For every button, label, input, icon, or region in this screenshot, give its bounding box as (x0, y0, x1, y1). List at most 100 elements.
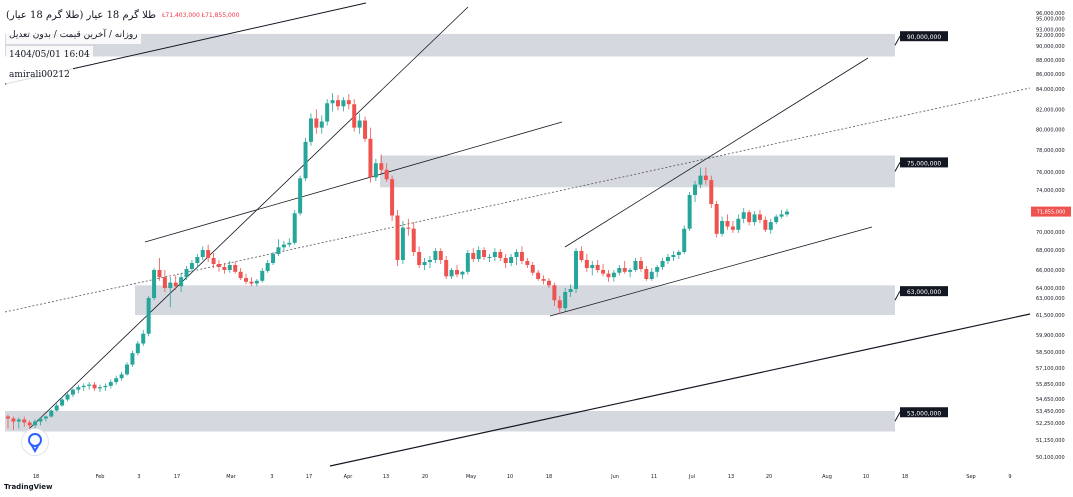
candlestick-series (6, 93, 789, 430)
candle (292, 210, 297, 245)
candle (617, 265, 622, 276)
candle (352, 99, 357, 132)
tradingview-logo: TradingView (4, 483, 53, 491)
candle-body (482, 250, 487, 257)
candle (189, 260, 194, 272)
candle (720, 216, 725, 237)
candle-body (617, 268, 622, 273)
candle (249, 277, 254, 287)
candle (135, 341, 140, 356)
candle-body (16, 419, 21, 422)
candle-body (730, 226, 735, 230)
zone-label-pointer (894, 35, 901, 46)
chart-legend: طلا گرم 18 عیار (طلا گرم 18 عیار) Ł71,40… (6, 8, 239, 84)
trendline (329, 313, 1031, 467)
y-tick-label: 76,000,000 (1036, 170, 1065, 176)
candle-body (206, 250, 211, 258)
candle (130, 350, 135, 367)
candle-body (671, 255, 676, 257)
candle-body (709, 180, 714, 204)
candle-body (341, 100, 346, 107)
candle-body (476, 250, 481, 259)
candle-body (271, 254, 276, 263)
zone-label-box (900, 31, 948, 42)
candle-body (238, 271, 243, 279)
candle-body (43, 416, 48, 419)
candle-body (655, 267, 660, 272)
candle-body (557, 300, 562, 309)
x-tick-label: 18 (33, 474, 39, 480)
candle (141, 330, 146, 346)
candle (427, 256, 432, 268)
candle-body (92, 384, 97, 389)
candle-body (114, 378, 119, 383)
candle (476, 246, 481, 262)
candle (244, 273, 249, 285)
candle-body (65, 394, 70, 400)
candle-body (76, 387, 81, 390)
candle-body (233, 265, 238, 272)
candle-body (774, 216, 779, 223)
candle (682, 225, 687, 254)
candle (730, 221, 735, 233)
candle-body (254, 280, 259, 284)
x-tick-label: 20 (766, 474, 772, 480)
brand-text: TradingView (4, 483, 53, 491)
candle-body (411, 228, 416, 252)
candle-body (189, 263, 194, 269)
candle-body (265, 263, 270, 271)
candle-body (130, 353, 135, 365)
trendline (564, 57, 869, 248)
candle (125, 362, 130, 376)
x-tick-label: Mar (226, 474, 236, 480)
candle (384, 163, 389, 182)
candle (70, 388, 75, 398)
candle (601, 264, 606, 277)
candle (444, 256, 449, 279)
candle (525, 258, 530, 268)
x-tick-label: 20 (422, 474, 428, 480)
candle (655, 265, 660, 278)
candle-body (368, 138, 373, 178)
candle-body (390, 179, 395, 216)
x-tick-label: 18 (546, 474, 552, 480)
candle-body (319, 121, 324, 128)
candle-body (276, 247, 281, 254)
candle-body (400, 227, 405, 260)
y-tick-label: 92,000,000 (1036, 33, 1065, 39)
candle-body (427, 260, 432, 262)
y-tick-label: 53,450,000 (1036, 409, 1065, 415)
candle (552, 282, 557, 306)
y-tick-label: 58,500,000 (1036, 350, 1065, 356)
candle (611, 270, 616, 282)
candle (628, 268, 633, 278)
candle-body (736, 218, 741, 230)
candle (741, 208, 746, 224)
candle-body (471, 253, 476, 259)
y-tick-label: 55,850,000 (1036, 382, 1065, 388)
candle-body (536, 272, 541, 279)
location-pin-icon[interactable] (21, 428, 49, 456)
candle (60, 397, 65, 407)
candle (665, 254, 670, 264)
candle-body (125, 364, 130, 375)
candle (254, 279, 259, 287)
candle-body (6, 416, 10, 419)
candle-body (184, 269, 189, 278)
zone-label-box (900, 157, 948, 168)
candle-body (628, 270, 633, 272)
candle (590, 261, 595, 276)
trendline (549, 226, 873, 317)
candle-body (693, 184, 698, 195)
candle (514, 249, 519, 265)
candle (714, 201, 719, 238)
candle (747, 210, 752, 226)
candle-body (384, 169, 389, 180)
candle (206, 244, 211, 262)
candle (92, 382, 97, 391)
candle-body (741, 212, 746, 219)
x-tick-label: Apr (344, 474, 354, 480)
candle-body (227, 265, 232, 270)
candle (417, 246, 422, 268)
